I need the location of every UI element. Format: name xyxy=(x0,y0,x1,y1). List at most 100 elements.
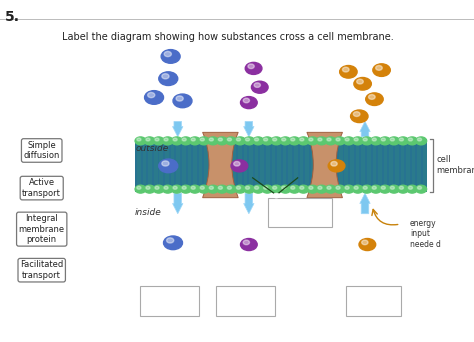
Circle shape xyxy=(407,185,418,193)
Circle shape xyxy=(162,185,173,193)
Circle shape xyxy=(361,185,372,193)
Circle shape xyxy=(368,95,375,100)
Circle shape xyxy=(246,138,250,141)
Circle shape xyxy=(291,186,295,189)
Circle shape xyxy=(331,161,337,166)
Circle shape xyxy=(243,98,249,103)
Circle shape xyxy=(373,64,390,76)
Circle shape xyxy=(262,185,273,193)
Circle shape xyxy=(264,186,268,189)
Circle shape xyxy=(146,138,150,141)
Bar xyxy=(382,144,384,186)
Circle shape xyxy=(282,186,286,189)
Circle shape xyxy=(144,137,155,145)
Circle shape xyxy=(161,50,180,63)
Circle shape xyxy=(345,186,349,189)
Circle shape xyxy=(155,138,159,141)
Bar xyxy=(399,144,401,186)
Circle shape xyxy=(255,186,259,189)
Text: Integral
membrane
protein: Integral membrane protein xyxy=(18,214,65,244)
Bar xyxy=(247,144,249,186)
Circle shape xyxy=(173,138,177,141)
Bar xyxy=(264,144,266,186)
Circle shape xyxy=(135,137,146,145)
Circle shape xyxy=(356,79,363,84)
Circle shape xyxy=(191,186,195,189)
Bar xyxy=(415,144,417,186)
FancyArrow shape xyxy=(360,193,370,214)
Bar xyxy=(393,144,395,186)
Circle shape xyxy=(416,185,427,193)
Text: inside: inside xyxy=(135,208,162,216)
Circle shape xyxy=(389,185,400,193)
Circle shape xyxy=(234,161,240,166)
Circle shape xyxy=(390,186,394,189)
Bar xyxy=(298,144,300,186)
Bar xyxy=(281,144,283,186)
Circle shape xyxy=(343,137,354,145)
Bar xyxy=(258,144,260,186)
FancyArrow shape xyxy=(173,193,183,214)
Circle shape xyxy=(199,137,210,145)
Bar xyxy=(214,144,216,186)
Circle shape xyxy=(237,138,240,141)
Text: energy
input
neede d: energy input neede d xyxy=(410,219,441,249)
Bar xyxy=(354,144,356,186)
Bar xyxy=(275,144,277,186)
Circle shape xyxy=(199,185,210,193)
Circle shape xyxy=(251,81,268,93)
Circle shape xyxy=(209,138,213,141)
Circle shape xyxy=(289,185,300,193)
Bar xyxy=(185,144,188,186)
Circle shape xyxy=(327,186,331,189)
Circle shape xyxy=(145,91,164,104)
Circle shape xyxy=(298,137,309,145)
Bar xyxy=(202,144,204,186)
Bar xyxy=(216,286,275,316)
Circle shape xyxy=(398,185,409,193)
Circle shape xyxy=(318,186,322,189)
PathPatch shape xyxy=(203,132,238,198)
Bar xyxy=(303,144,305,186)
Bar xyxy=(197,144,199,186)
Text: Simple
diffusion: Simple diffusion xyxy=(24,141,60,160)
Circle shape xyxy=(237,186,240,189)
Bar xyxy=(230,144,232,186)
Circle shape xyxy=(176,96,183,101)
FancyArrow shape xyxy=(173,121,183,137)
Circle shape xyxy=(219,186,222,189)
Circle shape xyxy=(219,138,222,141)
Circle shape xyxy=(182,138,186,141)
Circle shape xyxy=(153,137,164,145)
Bar xyxy=(135,144,137,186)
Circle shape xyxy=(254,83,260,88)
Circle shape xyxy=(359,238,376,251)
Bar xyxy=(348,144,350,186)
Circle shape xyxy=(200,186,204,189)
Circle shape xyxy=(209,186,213,189)
Circle shape xyxy=(352,137,363,145)
Circle shape xyxy=(399,138,403,141)
Circle shape xyxy=(390,138,394,141)
Circle shape xyxy=(200,138,204,141)
Circle shape xyxy=(418,138,421,141)
Circle shape xyxy=(345,138,349,141)
Circle shape xyxy=(366,93,383,105)
Bar xyxy=(180,144,182,186)
Bar xyxy=(253,144,255,186)
Bar xyxy=(359,144,361,186)
Bar xyxy=(320,144,322,186)
Circle shape xyxy=(307,185,318,193)
Bar xyxy=(191,144,193,186)
Circle shape xyxy=(291,138,295,141)
Circle shape xyxy=(399,186,403,189)
Circle shape xyxy=(246,186,250,189)
Bar xyxy=(169,144,171,186)
Bar xyxy=(387,144,389,186)
Circle shape xyxy=(409,138,412,141)
Circle shape xyxy=(244,185,255,193)
Circle shape xyxy=(162,161,169,166)
Circle shape xyxy=(164,138,168,141)
Bar xyxy=(326,144,328,186)
PathPatch shape xyxy=(307,132,342,198)
